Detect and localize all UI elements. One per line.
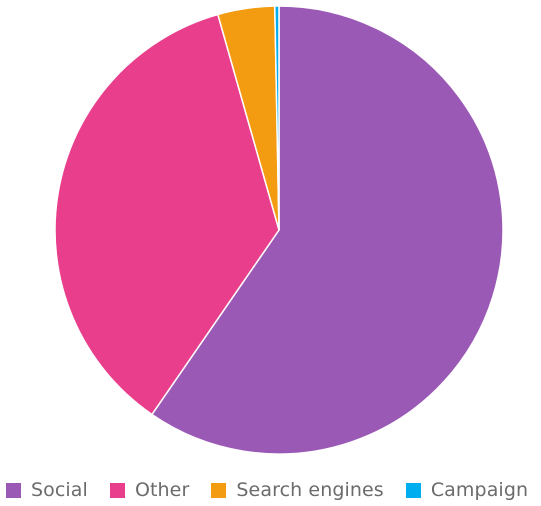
legend-swatch bbox=[6, 482, 21, 498]
legend-item-other[interactable]: Other bbox=[109, 479, 190, 501]
legend-label: Search engines bbox=[236, 479, 384, 501]
pie-slice-campaign[interactable] bbox=[274, 5, 280, 231]
legend-swatch bbox=[405, 482, 421, 498]
legend-label: Campaign bbox=[430, 479, 529, 501]
pie-chart-plot bbox=[54, 5, 504, 455]
legend-item-social[interactable]: Social bbox=[6, 479, 88, 501]
legend-label: Social bbox=[31, 479, 88, 501]
chart-legend: Social Other Search engines Campaign bbox=[6, 478, 528, 502]
legend-swatch bbox=[109, 482, 125, 498]
pie-slice-other[interactable] bbox=[54, 13, 280, 416]
pie-slice-social[interactable] bbox=[151, 5, 504, 455]
legend-swatch bbox=[211, 482, 227, 498]
legend-item-search-engines[interactable]: Search engines bbox=[211, 479, 384, 501]
legend-item-campaign[interactable]: Campaign bbox=[405, 479, 529, 501]
legend-label: Other bbox=[134, 479, 190, 501]
